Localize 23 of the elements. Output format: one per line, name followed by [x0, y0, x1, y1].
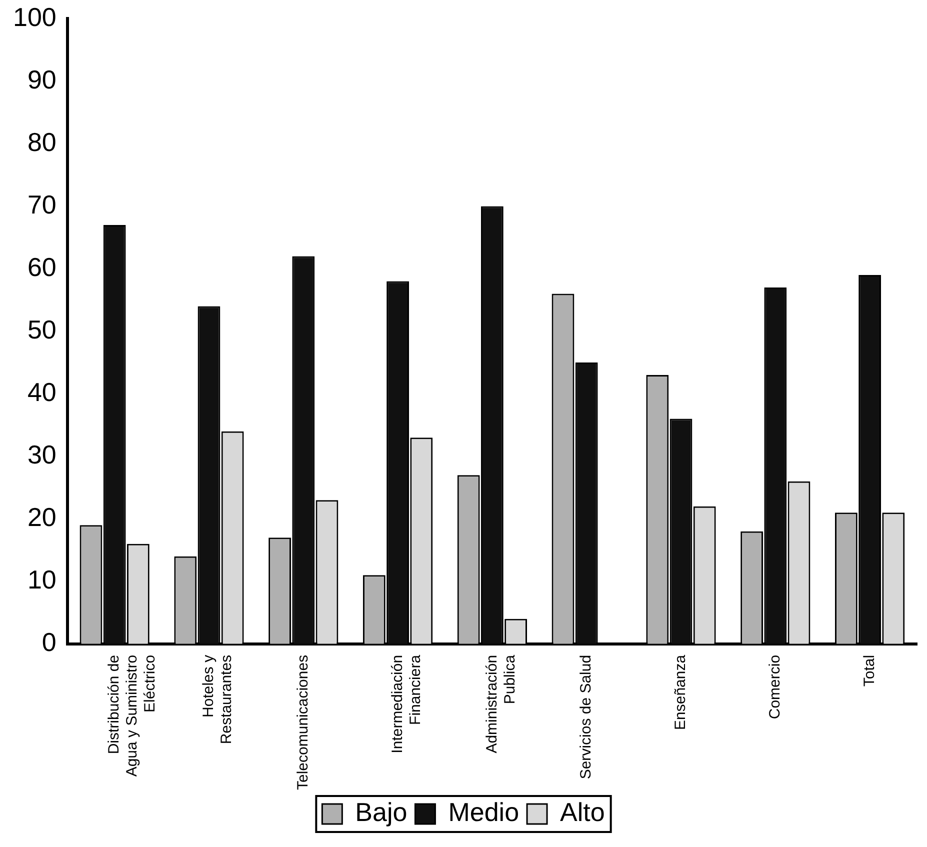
y-tick-label: 0: [42, 627, 56, 658]
x-tick-label: Hoteles y Restaurantes: [200, 654, 236, 744]
x-tick-label: Total: [860, 654, 878, 687]
y-tick-label: 20: [27, 502, 56, 532]
x-tick-label: Servicios de Salud: [578, 654, 595, 780]
y-tick-label: 40: [27, 376, 56, 407]
legend-label: Alto: [560, 797, 605, 828]
legend-label: Medio: [448, 797, 520, 828]
x-tick-label: Enseñanza: [672, 654, 690, 730]
y-tick-label: 100: [12, 2, 56, 32]
x-tick-label: Intermediación Financiera: [388, 654, 424, 754]
x-tick-label: Telecomunicaciones: [294, 654, 312, 790]
y-tick-label: 50: [27, 314, 56, 344]
y-tick-label: 80: [27, 126, 56, 157]
y-tick-label: 30: [27, 440, 56, 470]
y-tick-label: 60: [27, 252, 56, 282]
x-tick-label: Distribución de Agua y Suministro Eléctrico: [106, 654, 159, 777]
legend-label: Bajo: [355, 797, 408, 828]
x-tick-label: Administración Publica: [483, 654, 518, 754]
x-tick-label: Comercio: [766, 654, 784, 720]
y-tick-label: 90: [27, 64, 56, 94]
y-tick-label: 10: [27, 564, 56, 595]
y-tick-label: 70: [27, 189, 56, 220]
